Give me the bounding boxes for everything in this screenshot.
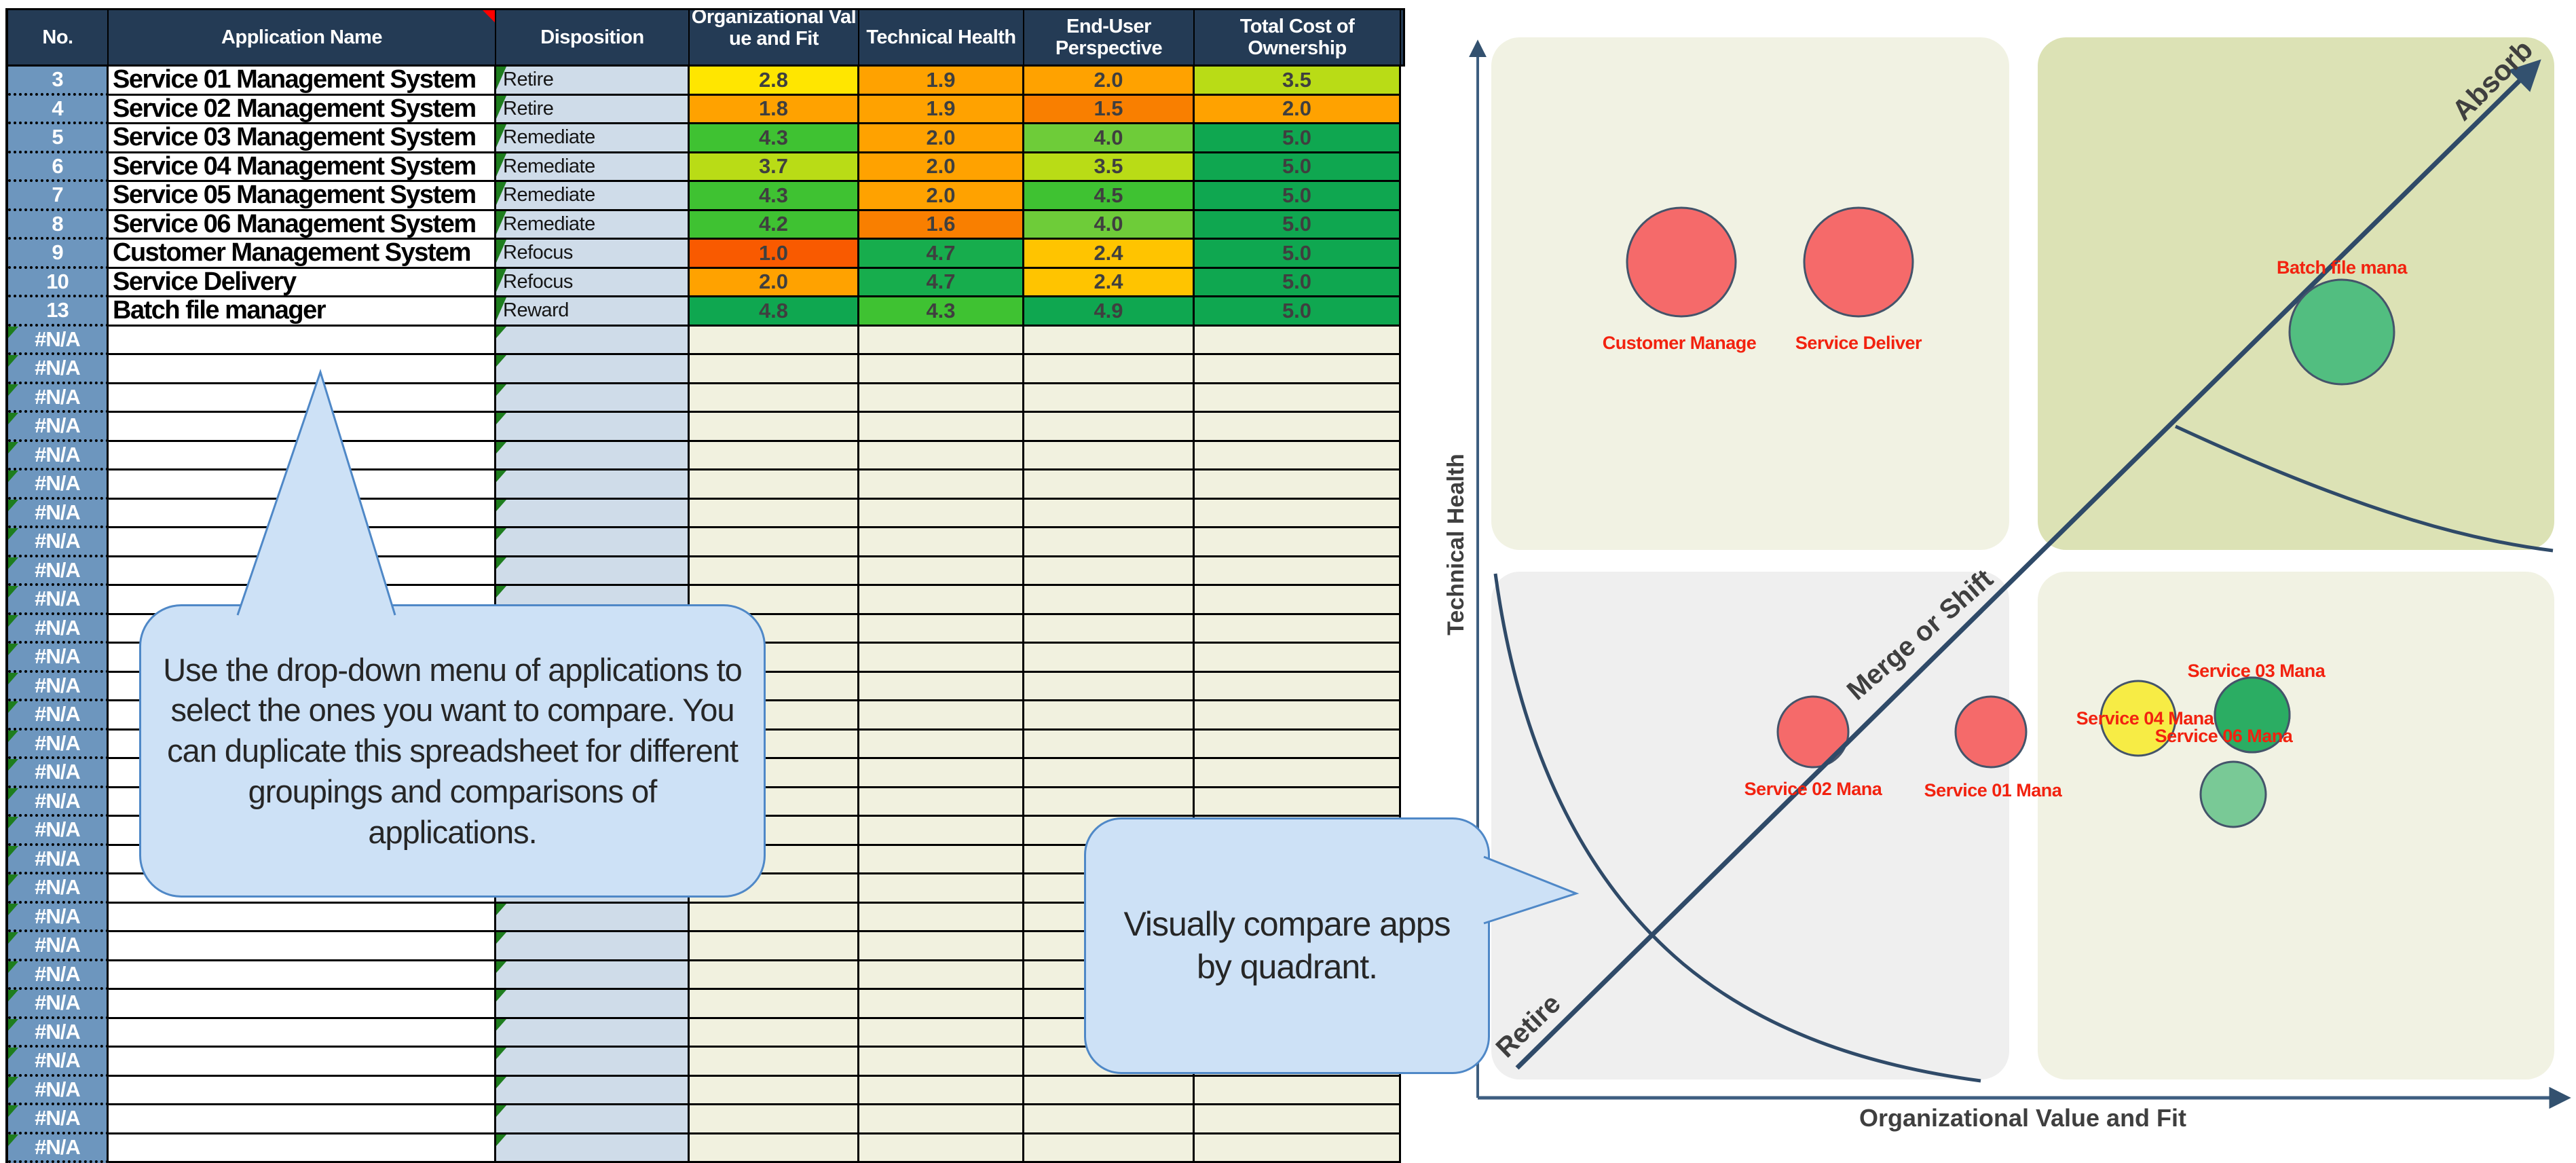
chart-bubble-service-04-mana[interactable] (2101, 681, 2176, 756)
chart-bubble-service-02-mana[interactable] (1778, 697, 1848, 767)
callout-chart-note-text: Visually compare apps by quadrant. (1110, 903, 1463, 989)
chart-bubble-service-03-mana[interactable] (2215, 678, 2290, 752)
chart-bubble-customer-manage[interactable] (1627, 208, 1736, 316)
quadrant-bottom-left (1491, 572, 2009, 1079)
callout-table-note-text: Use the drop-down menu of applications t… (161, 650, 745, 852)
chart-bubble-batch-file-mana[interactable] (2290, 280, 2394, 384)
callout-table-note[interactable]: Use the drop-down menu of applications t… (139, 604, 766, 898)
chart-bubble-service-01-mana[interactable] (1956, 697, 2026, 767)
chart-bubble-service-deliver[interactable] (1804, 208, 1913, 316)
quadrant-top-right (2038, 37, 2554, 550)
quadrant-bottom-right (2038, 572, 2554, 1079)
quadrant-top-left (1491, 37, 2009, 550)
callout-chart-note[interactable]: Visually compare apps by quadrant. (1084, 817, 1490, 1074)
chart-bubble-service-06-mana[interactable] (2201, 762, 2266, 827)
